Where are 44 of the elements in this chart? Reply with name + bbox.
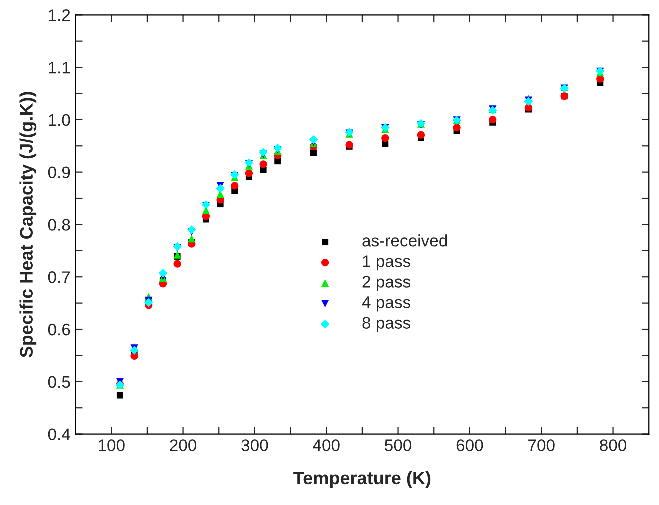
y-tick-label: 1.0 bbox=[49, 114, 70, 126]
x-tick-label: 700 bbox=[528, 440, 555, 452]
y-tick-label: 1.2 bbox=[49, 10, 70, 22]
point bbox=[216, 184, 225, 193]
x-tick-label: 400 bbox=[313, 440, 340, 452]
point bbox=[116, 392, 124, 399]
point bbox=[273, 144, 282, 153]
point bbox=[245, 170, 254, 178]
y-tick-label: 0.9 bbox=[48, 166, 70, 179]
point bbox=[173, 242, 182, 252]
y-tick-label: 0.5 bbox=[48, 376, 70, 388]
x-tick-label: 500 bbox=[385, 440, 412, 452]
legend-label: 4 pass bbox=[362, 296, 410, 312]
point bbox=[174, 260, 182, 268]
x-tick-label: 100 bbox=[98, 440, 125, 452]
x-tick-label: 800 bbox=[600, 440, 627, 452]
point bbox=[158, 269, 168, 278]
x-tick-label: 200 bbox=[170, 440, 197, 452]
point bbox=[309, 135, 318, 144]
point bbox=[187, 226, 196, 234]
legend-label: as-received bbox=[362, 234, 448, 247]
point bbox=[231, 182, 239, 190]
point bbox=[260, 160, 268, 168]
point bbox=[489, 116, 497, 124]
point bbox=[144, 298, 154, 308]
y-tick-label: 0.8 bbox=[48, 219, 70, 231]
x-tick-label: 300 bbox=[242, 440, 268, 452]
point bbox=[259, 148, 268, 157]
point bbox=[310, 150, 317, 156]
y-tick-label: 1.1 bbox=[49, 62, 70, 74]
y-tick-label: 0.6 bbox=[48, 324, 70, 336]
point bbox=[188, 235, 196, 243]
x-tick-label: 600 bbox=[456, 440, 484, 452]
y-axis-title: Specific Heat Capacity (J/(g.K)) bbox=[20, 92, 37, 358]
point bbox=[130, 346, 139, 355]
legend-label: 8 pass bbox=[362, 317, 410, 332]
legend-label: 1 pass bbox=[363, 256, 410, 271]
point bbox=[382, 134, 390, 142]
point bbox=[417, 131, 426, 139]
legend-label: 2 pass bbox=[362, 276, 410, 292]
x-axis-title: Temperature (K) bbox=[294, 471, 431, 488]
y-tick-label: 0.4 bbox=[48, 428, 70, 441]
y-tick-label: 0.7 bbox=[48, 272, 70, 284]
point bbox=[453, 124, 461, 132]
